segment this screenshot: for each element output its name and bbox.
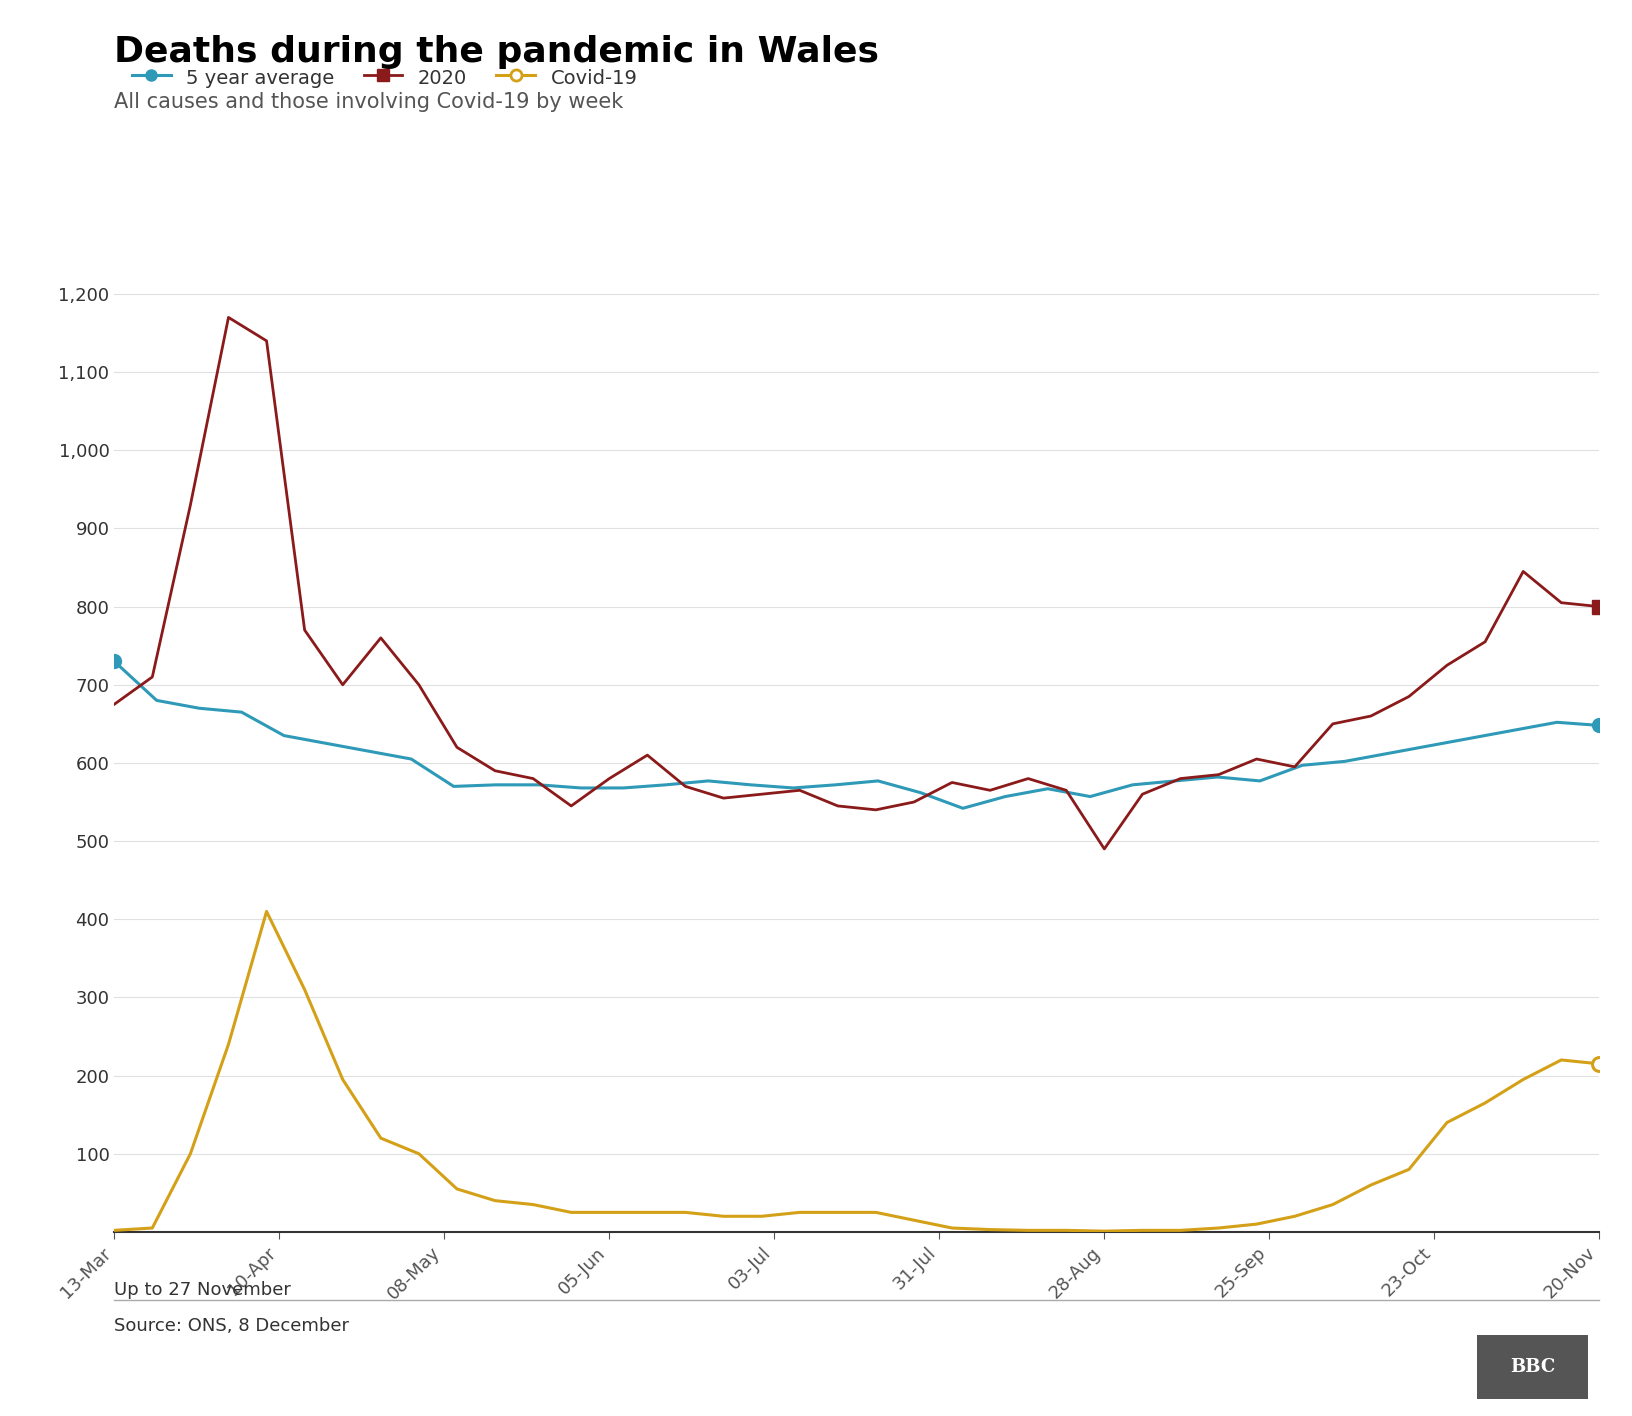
Text: All causes and those involving Covid-19 by week: All causes and those involving Covid-19 … <box>114 92 623 112</box>
Text: Deaths during the pandemic in Wales: Deaths during the pandemic in Wales <box>114 35 880 69</box>
Text: BBC: BBC <box>1510 1358 1555 1376</box>
Legend: 5 year average, 2020, Covid-19: 5 year average, 2020, Covid-19 <box>124 59 646 95</box>
Text: Up to 27 November: Up to 27 November <box>114 1281 290 1300</box>
Text: Source: ONS, 8 December: Source: ONS, 8 December <box>114 1317 349 1335</box>
